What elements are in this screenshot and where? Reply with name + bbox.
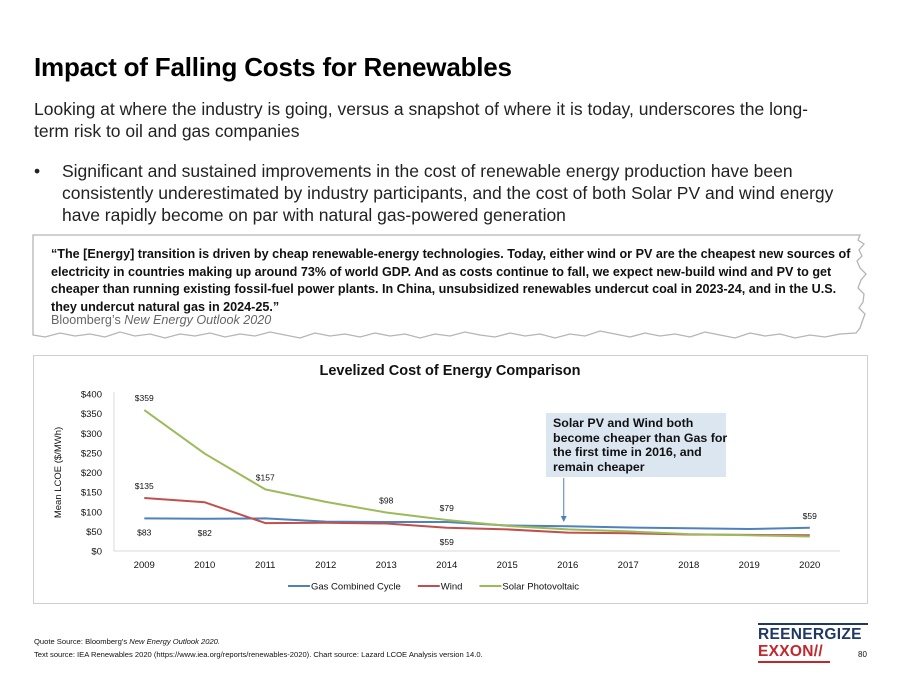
x-tick-label: 2020 — [799, 560, 820, 571]
y-tick-label: $300 — [81, 429, 102, 440]
x-tick-label: 2011 — [255, 560, 275, 571]
footer-text-source: Text source: IEA Renewables 2020 (https:… — [34, 650, 483, 659]
data-label: $98 — [379, 496, 393, 506]
bullet-marker: • — [34, 161, 41, 181]
x-tick-label: 2017 — [618, 560, 639, 571]
y-tick-label: $100 — [81, 507, 102, 518]
chart-series — [143, 409, 810, 538]
y-tick-label: $350 — [81, 409, 102, 420]
data-label: $359 — [135, 393, 154, 403]
chart-data-labels: $359 $135 $83 $82 $157 $98 $79 $59 $59 — [135, 393, 817, 547]
y-tick-label: $400 — [81, 390, 102, 401]
quote-source-title: New Energy Outlook 2020 — [124, 313, 272, 327]
x-tick-label: 2010 — [194, 560, 215, 571]
quote-source-prefix: Bloomberg’s — [51, 313, 125, 327]
torn-paper-border — [32, 234, 867, 339]
data-label: $135 — [135, 481, 154, 491]
logo-exxon: EXXON// — [758, 643, 823, 660]
data-label: $59 — [440, 537, 454, 547]
legend-label: Wind — [441, 582, 463, 593]
quote-text: “The [Energy] transition is driven by ch… — [51, 247, 851, 314]
legend-label: Solar Photovoltaic — [502, 582, 579, 593]
data-label: $157 — [256, 472, 275, 482]
data-label: $79 — [440, 503, 454, 513]
y-tick-label: $250 — [81, 448, 102, 459]
data-label: $83 — [137, 527, 151, 537]
x-tick-label: 2013 — [376, 560, 397, 571]
y-axis-title: Mean LCOE ($/MWh) — [53, 427, 64, 518]
y-tick-label: $50 — [86, 527, 102, 538]
x-tick-label: 2015 — [497, 560, 518, 571]
x-tick-label: 2009 — [134, 560, 155, 571]
quote-box — [30, 230, 870, 350]
logo-reenergize: REENERGIZE — [758, 626, 862, 643]
footer-quote-source-prefix: Quote Source: Bloomberg’s — [34, 637, 130, 646]
chart-title: Levelized Cost of Energy Comparison — [319, 363, 581, 379]
y-tick-label: $150 — [81, 488, 102, 499]
data-label: $59 — [803, 511, 817, 521]
x-tick-label: 2018 — [678, 560, 699, 571]
x-tick-label: 2016 — [557, 560, 578, 571]
callout-text: Solar PV and Wind both become cheaper th… — [553, 416, 728, 474]
footer-quote-source: Quote Source: Bloomberg’s New Energy Out… — [34, 637, 220, 646]
chart-axes: $0 $50 $100 $150 $200 $250 $300 $350 $400 2009 201… — [53, 390, 840, 571]
legend-label: Gas Combined Cycle — [311, 582, 401, 593]
series-line-solar-photovoltaic — [143, 409, 810, 538]
logo-top-bar — [758, 623, 868, 625]
logo-underline — [758, 661, 830, 663]
slide-subtitle: Looking at where the industry is going, … — [34, 99, 808, 141]
chart-legend: Gas Combined Cycle Wind Solar Photovoltaic — [288, 582, 579, 593]
chart-frame — [33, 355, 868, 604]
data-label: $82 — [198, 528, 212, 538]
x-tick-label: 2012 — [315, 560, 336, 571]
y-tick-label: $0 — [91, 547, 102, 558]
series-line-wind — [144, 497, 810, 537]
footer-quote-source-title: New Energy Outlook 2020. — [129, 637, 221, 646]
quote-source: Bloomberg’s New Energy Outlook 2020 — [51, 313, 271, 327]
x-tick-label: 2014 — [436, 560, 457, 571]
chart-annotation — [560, 478, 567, 522]
x-tick-label: 2019 — [739, 560, 760, 571]
y-tick-label: $200 — [81, 468, 102, 479]
page-number: 80 — [858, 650, 867, 659]
bullet-text: Significant and sustained improvements i… — [62, 161, 834, 225]
slide-title: Impact of Falling Costs for Renewables — [34, 52, 512, 82]
annotation-arrow-head — [560, 516, 567, 522]
callout-box — [546, 413, 726, 477]
